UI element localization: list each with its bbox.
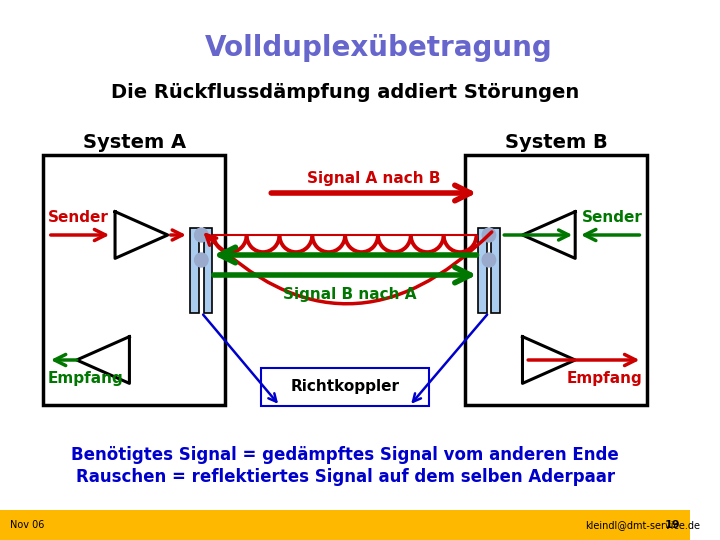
- Bar: [465, 155, 647, 405]
- Text: Empfang: Empfang: [48, 370, 124, 386]
- Text: kleindl@dmt-service.de: kleindl@dmt-service.de: [585, 520, 700, 530]
- Bar: [261, 368, 428, 406]
- Text: Sender: Sender: [582, 210, 642, 225]
- Circle shape: [482, 228, 495, 242]
- Text: Vollduplexübetragung: Vollduplexübetragung: [204, 34, 552, 62]
- Text: Sender: Sender: [48, 210, 109, 225]
- Circle shape: [194, 228, 208, 242]
- Text: Nov 06: Nov 06: [9, 520, 44, 530]
- Circle shape: [194, 253, 208, 267]
- Bar: [190, 227, 199, 313]
- Text: Empfang: Empfang: [567, 370, 642, 386]
- Text: Signal A nach B: Signal A nach B: [307, 171, 441, 186]
- Text: Benötigtes Signal = gedämpftes Signal vom anderen Ende: Benötigtes Signal = gedämpftes Signal vo…: [71, 446, 619, 464]
- Text: Die Rückflussdämpfung addiert Störungen: Die Rückflussdämpfung addiert Störungen: [111, 84, 580, 103]
- Bar: [491, 227, 500, 313]
- Bar: [43, 155, 225, 405]
- Text: Richtkoppler: Richtkoppler: [290, 380, 399, 395]
- Text: System B: System B: [505, 133, 608, 152]
- Text: 19: 19: [665, 520, 680, 530]
- Circle shape: [482, 253, 495, 267]
- Bar: [478, 227, 487, 313]
- Bar: [0, 510, 690, 540]
- Text: Rauschen = reflektiertes Signal auf dem selben Aderpaar: Rauschen = reflektiertes Signal auf dem …: [76, 468, 615, 486]
- Text: Signal B nach A: Signal B nach A: [283, 287, 417, 302]
- Bar: [204, 227, 212, 313]
- Text: System A: System A: [83, 133, 186, 152]
